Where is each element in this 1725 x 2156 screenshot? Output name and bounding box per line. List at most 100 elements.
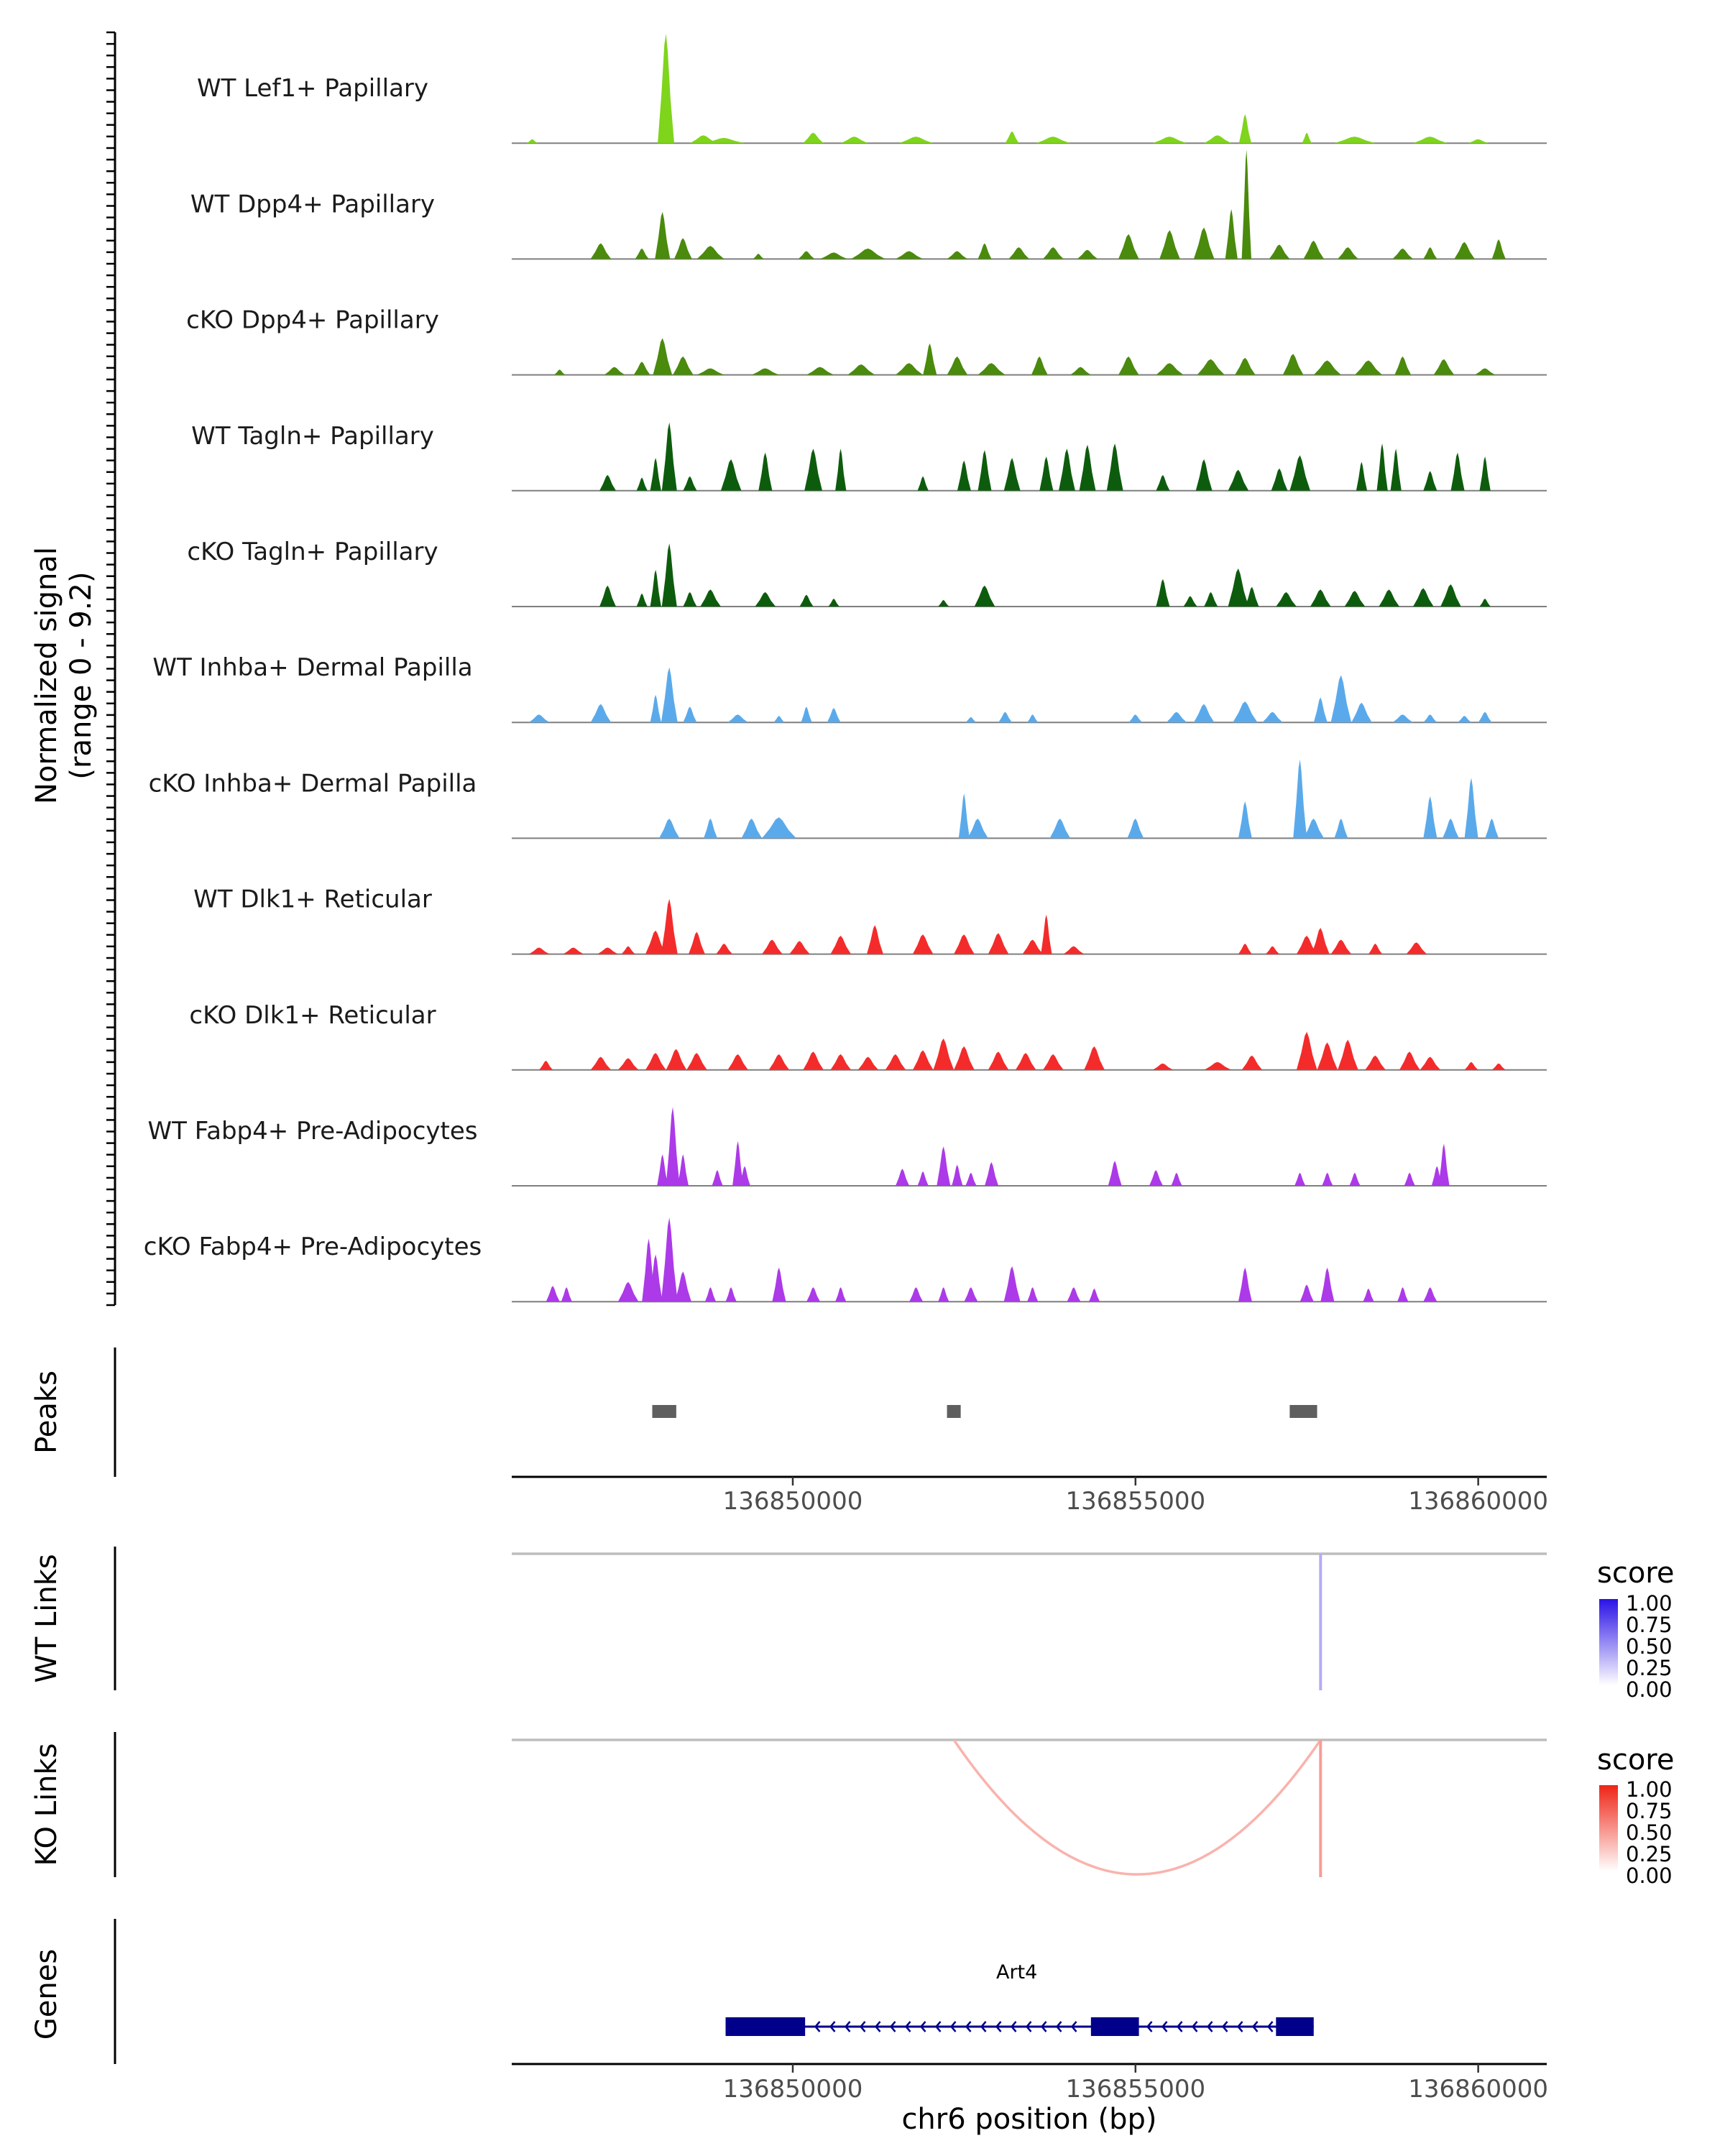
signal-peak bbox=[1296, 936, 1317, 954]
strand-arrow bbox=[1055, 2021, 1062, 2032]
signal-peak bbox=[741, 819, 763, 839]
signal-peak bbox=[1027, 1287, 1039, 1302]
coverage-track: WT Lef1+ Papillary bbox=[197, 34, 1547, 144]
signal-peak bbox=[599, 585, 616, 607]
signal-peak bbox=[896, 251, 924, 259]
signal-peak bbox=[648, 1254, 663, 1302]
signal-peak bbox=[803, 132, 824, 144]
signal-peak bbox=[1485, 819, 1499, 839]
legend-tick: 0.25 bbox=[1626, 1656, 1673, 1680]
strand-arrow bbox=[1070, 2021, 1077, 2032]
signal-peak bbox=[1195, 459, 1213, 491]
signal-peak bbox=[1036, 137, 1071, 144]
signal-peak bbox=[1311, 928, 1330, 954]
track-label: cKO Dlk1+ Reticular bbox=[189, 1001, 436, 1030]
legend-colorbar bbox=[1599, 1785, 1618, 1871]
signal-peak bbox=[1330, 939, 1352, 954]
strand-arrow bbox=[995, 2021, 1002, 2032]
signal-peak bbox=[1443, 819, 1459, 839]
signal-peak bbox=[704, 137, 745, 144]
signal-peak bbox=[674, 238, 692, 259]
strand-arrow bbox=[829, 2021, 836, 2032]
signal-peak bbox=[1351, 702, 1372, 723]
signal-peak bbox=[696, 368, 724, 375]
coverage-track: cKO Inhba+ Dermal Papilla bbox=[149, 759, 1547, 839]
coverage-track: cKO Fabp4+ Pre-Adipocytes bbox=[144, 1217, 1547, 1303]
track-label: WT Lef1+ Papillary bbox=[197, 74, 428, 103]
strand-arrow bbox=[919, 2021, 926, 2032]
x-axis-tick-label: 136855000 bbox=[1065, 1487, 1205, 1516]
strand-arrow bbox=[1191, 2021, 1198, 2032]
signal-peak bbox=[597, 947, 618, 954]
signal-peak bbox=[661, 898, 678, 954]
strand-arrow bbox=[1010, 2021, 1017, 2032]
signal-peak bbox=[716, 944, 733, 954]
signal-peak bbox=[938, 599, 949, 607]
strand-arrow bbox=[934, 2021, 942, 2032]
signal-peak bbox=[851, 248, 886, 259]
signal-peak bbox=[803, 1051, 824, 1070]
signal-peak bbox=[666, 1049, 687, 1070]
signal-peak bbox=[1397, 1287, 1409, 1302]
signal-peak bbox=[727, 714, 748, 723]
signal-peak bbox=[658, 34, 674, 144]
signal-peak bbox=[1238, 944, 1252, 954]
signal-peak bbox=[1003, 458, 1021, 491]
track-label: WT Tagln+ Papillary bbox=[191, 422, 434, 451]
signal-peak bbox=[1294, 1172, 1306, 1186]
coverage-track: WT Fabp4+ Pre-Adipocytes bbox=[148, 1107, 1547, 1187]
signal-peak bbox=[1233, 701, 1258, 723]
signal-peak bbox=[1368, 944, 1383, 954]
signal-peak bbox=[998, 711, 1013, 723]
signal-peak bbox=[661, 543, 677, 607]
legend-tick: 0.50 bbox=[1626, 1634, 1673, 1659]
strand-arrow bbox=[874, 2021, 881, 2032]
signal-peak bbox=[653, 338, 673, 375]
signal-peak bbox=[896, 363, 924, 375]
signal-peak bbox=[645, 1053, 666, 1070]
links-track bbox=[512, 1738, 1547, 1877]
signal-peak bbox=[896, 1169, 910, 1186]
signal-peak bbox=[1193, 704, 1215, 723]
signal-peak bbox=[952, 1164, 963, 1186]
signal-peak bbox=[755, 591, 776, 607]
signal-peak bbox=[727, 1054, 748, 1070]
signal-peak bbox=[1171, 1172, 1182, 1186]
gene-exon bbox=[1276, 2017, 1314, 2036]
signal-peak bbox=[590, 243, 612, 259]
signal-peak bbox=[938, 1287, 949, 1302]
signal-peak bbox=[1399, 1051, 1420, 1070]
signal-peak bbox=[1365, 1055, 1386, 1070]
signal-peak bbox=[978, 450, 992, 491]
signal-peak bbox=[923, 343, 937, 375]
signal-peak bbox=[527, 139, 538, 144]
signal-peak bbox=[1423, 714, 1438, 723]
gene-models: Art4 bbox=[725, 1961, 1314, 2036]
signal-peak bbox=[666, 1107, 680, 1186]
signal-peak bbox=[830, 936, 852, 954]
signal-peak bbox=[661, 422, 677, 491]
strand-arrow bbox=[949, 2021, 957, 2032]
signal-peak bbox=[1193, 227, 1215, 259]
strand-arrow bbox=[904, 2021, 911, 2032]
signal-peak bbox=[1152, 137, 1187, 144]
signal-peak bbox=[1406, 942, 1427, 954]
signal-peak bbox=[1376, 443, 1388, 491]
signal-peak bbox=[1394, 356, 1412, 375]
signal-peak bbox=[847, 364, 875, 375]
signal-peak bbox=[1166, 711, 1187, 723]
signal-peak bbox=[1197, 359, 1225, 375]
signal-peak bbox=[1338, 1039, 1358, 1070]
signal-peak bbox=[604, 367, 625, 375]
signal-peak bbox=[835, 448, 847, 491]
signal-peak bbox=[985, 1162, 999, 1186]
signal-peak bbox=[978, 243, 992, 259]
signal-peak bbox=[704, 1287, 717, 1302]
signal-peak bbox=[1454, 241, 1475, 259]
signal-peak bbox=[988, 933, 1009, 954]
signal-peak bbox=[1344, 591, 1366, 607]
signal-peak bbox=[1334, 819, 1348, 839]
signal-peak bbox=[840, 137, 868, 144]
legend-title: score bbox=[1597, 1557, 1674, 1590]
signal-peak bbox=[1355, 360, 1383, 375]
